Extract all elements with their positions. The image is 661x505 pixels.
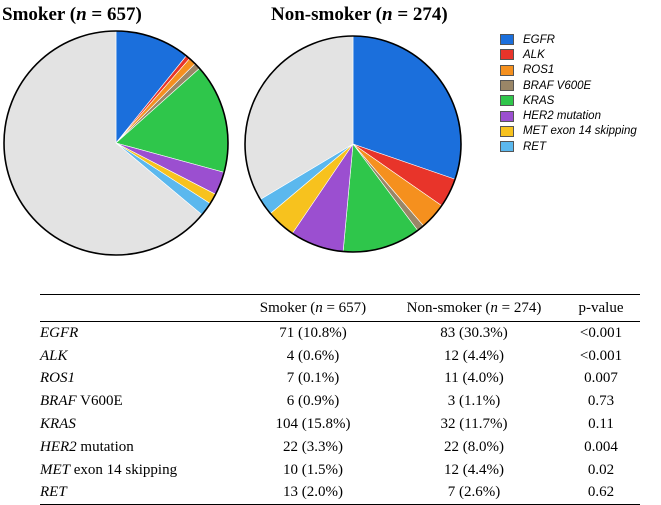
legend-swatch [500, 80, 514, 92]
legend-swatch [500, 95, 514, 107]
cell-nonsmoker: 12 (4.4%) [444, 461, 504, 478]
legend-swatch [500, 141, 514, 153]
cell-smoker: 4 (0.6%) [286, 347, 340, 364]
cell-pvalue: 0.02 [587, 461, 615, 478]
cell-gene: BRAF V600E [40, 393, 123, 410]
smoker-pie [3, 30, 229, 256]
legend-item: RET [500, 139, 637, 154]
legend-swatch [500, 34, 514, 46]
cell-gene: HER2 mutation [40, 438, 134, 455]
table-header-row: Smoker (n = 657) Non-smoker (n = 274) p-… [40, 294, 640, 322]
legend-swatch [500, 49, 514, 61]
table-row: RET 13 (2.0%) 7 (2.6%) 0.62 [40, 482, 640, 505]
cell-gene: ROS1 [40, 370, 75, 387]
header-pvalue: p-value [578, 299, 624, 316]
pie-charts [3, 30, 462, 256]
table-row: KRAS 104 (15.8%) 32 (11.7%) 0.11 [40, 413, 640, 436]
cell-smoker: 13 (2.0%) [283, 484, 343, 501]
cell-nonsmoker: 3 (1.1%) [447, 393, 501, 410]
legend-item: BRAF V600E [500, 78, 637, 93]
legend-item: KRAS [500, 93, 637, 108]
mutation-table: Smoker (n = 657) Non-smoker (n = 274) p-… [40, 294, 640, 505]
cell-pvalue: 0.62 [587, 484, 615, 501]
legend-item: ROS1 [500, 63, 637, 78]
cell-gene: MET exon 14 skipping [40, 461, 178, 478]
cell-nonsmoker: 12 (4.4%) [444, 347, 504, 364]
smoker-pie-title: Smoker (n = 657) [2, 4, 142, 25]
pie-outline [244, 35, 462, 253]
cell-smoker: 22 (3.3%) [283, 438, 343, 455]
cell-gene: EGFR [40, 324, 79, 341]
nonsmoker-pie [244, 35, 462, 253]
cell-nonsmoker: 7 (2.6%) [447, 484, 501, 501]
cell-gene: RET [40, 484, 67, 501]
legend-label: ROS1 [523, 64, 555, 77]
table-row: ALK 4 (0.6%) 12 (4.4%) <0.001 [40, 345, 640, 368]
cell-pvalue: 0.004 [584, 438, 618, 455]
cell-nonsmoker: 83 (30.3%) [440, 324, 508, 341]
legend-label: ALK [523, 48, 545, 61]
header-gene [40, 295, 240, 322]
table-row: EGFR 71 (10.8%) 83 (30.3%) <0.001 [40, 322, 640, 345]
cell-gene: KRAS [40, 416, 76, 433]
legend-label: BRAF V600E [523, 79, 592, 92]
legend-swatch [500, 110, 514, 122]
legend-swatch [500, 125, 514, 137]
legend-label: KRAS [523, 94, 555, 107]
cell-gene: ALK [40, 347, 68, 364]
legend-item: EGFR [500, 32, 637, 47]
legend-label: HER2 mutation [523, 110, 601, 123]
legend-item: ALK [500, 47, 637, 62]
legend-item: HER2 mutation [500, 108, 637, 123]
cell-smoker: 104 (15.8%) [275, 416, 351, 433]
legend-label: EGFR [523, 33, 555, 46]
legend-swatch [500, 64, 514, 76]
cell-smoker: 10 (1.5%) [283, 461, 343, 478]
table-row: ROS1 7 (0.1%) 11 (4.0%) 0.007 [40, 368, 640, 391]
legend-label: RET [523, 140, 546, 153]
pie-outline [3, 30, 229, 256]
table-row: MET exon 14 skipping 10 (1.5%) 12 (4.4%) 0.… [40, 459, 640, 482]
header-smoker: Smoker (n = 657) [259, 299, 367, 316]
cell-smoker: 71 (10.8%) [279, 324, 347, 341]
cell-pvalue: 0.007 [584, 370, 618, 387]
cell-nonsmoker: 32 (11.7%) [440, 416, 508, 433]
table-row: BRAF V600E 6 (0.9%) 3 (1.1%) 0.73 [40, 390, 640, 413]
cell-smoker: 6 (0.9%) [286, 393, 340, 410]
cell-pvalue: <0.001 [579, 347, 623, 364]
cell-nonsmoker: 11 (4.0%) [444, 370, 504, 387]
header-nonsmoker: Non-smoker (n = 274) [406, 299, 542, 316]
cell-pvalue: 0.73 [587, 393, 615, 410]
legend-label: MET exon 14 skipping [523, 125, 637, 138]
legend: EGFR ALK ROS1 BRAF V600E KRAS HER2 mutation ME… [500, 32, 637, 154]
cell-smoker: 7 (0.1%) [286, 370, 340, 387]
legend-item: MET exon 14 skipping [500, 124, 637, 139]
nonsmoker-pie-title: Non-smoker (n = 274) [271, 4, 448, 25]
cell-nonsmoker: 22 (8.0%) [444, 438, 504, 455]
cell-pvalue: <0.001 [579, 324, 623, 341]
table-row: HER2 mutation 22 (3.3%) 22 (8.0%) 0.004 [40, 436, 640, 459]
cell-pvalue: 0.11 [588, 416, 614, 433]
